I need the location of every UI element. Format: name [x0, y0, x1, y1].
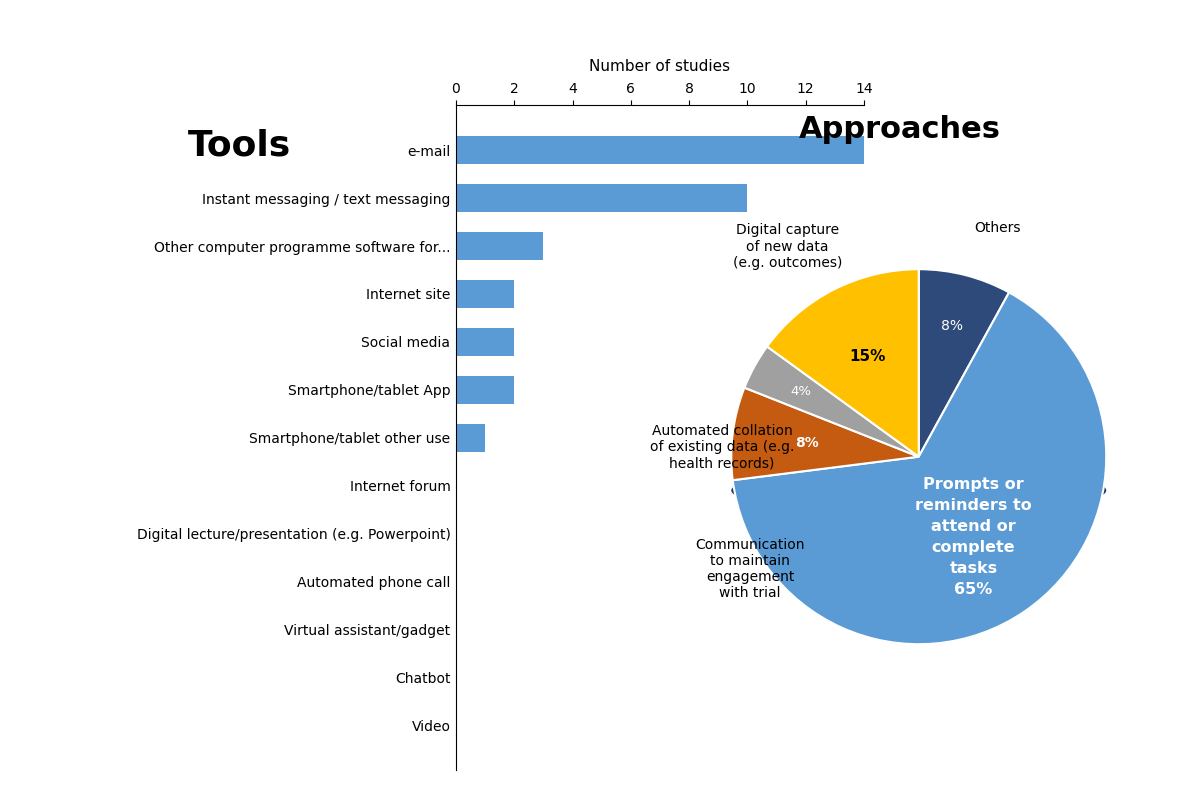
Title: Approaches: Approaches [799, 115, 1001, 144]
Ellipse shape [731, 467, 1106, 514]
Bar [456, 183, 748, 212]
Bar [456, 328, 515, 356]
Text: Automated collation
of existing data (e.g.
health records): Automated collation of existing data (e.… [649, 424, 794, 470]
X-axis label: Number of studies: Number of studies [589, 58, 731, 74]
Wedge shape [767, 269, 919, 457]
Wedge shape [919, 269, 1009, 457]
Text: Communication
to maintain
engagement
with trial: Communication to maintain engagement wit… [695, 538, 805, 600]
Wedge shape [731, 388, 919, 480]
Text: 8%: 8% [941, 319, 964, 333]
Text: 8%: 8% [796, 436, 820, 449]
Text: Others: Others [974, 221, 1021, 235]
Wedge shape [744, 346, 919, 457]
Bar [456, 135, 864, 165]
Text: 15%: 15% [850, 349, 886, 364]
Bar [456, 280, 515, 308]
Wedge shape [733, 293, 1106, 644]
Text: 4%: 4% [790, 385, 811, 398]
Text: Digital capture
of new data
(e.g. outcomes): Digital capture of new data (e.g. outcom… [733, 224, 842, 270]
Bar [456, 375, 515, 405]
Text: Tools: Tools [188, 129, 292, 163]
Bar [456, 423, 485, 453]
Text: Prompts or
reminders to
attend or
complete
tasks
65%: Prompts or reminders to attend or comple… [916, 478, 1032, 598]
Bar [456, 232, 544, 260]
